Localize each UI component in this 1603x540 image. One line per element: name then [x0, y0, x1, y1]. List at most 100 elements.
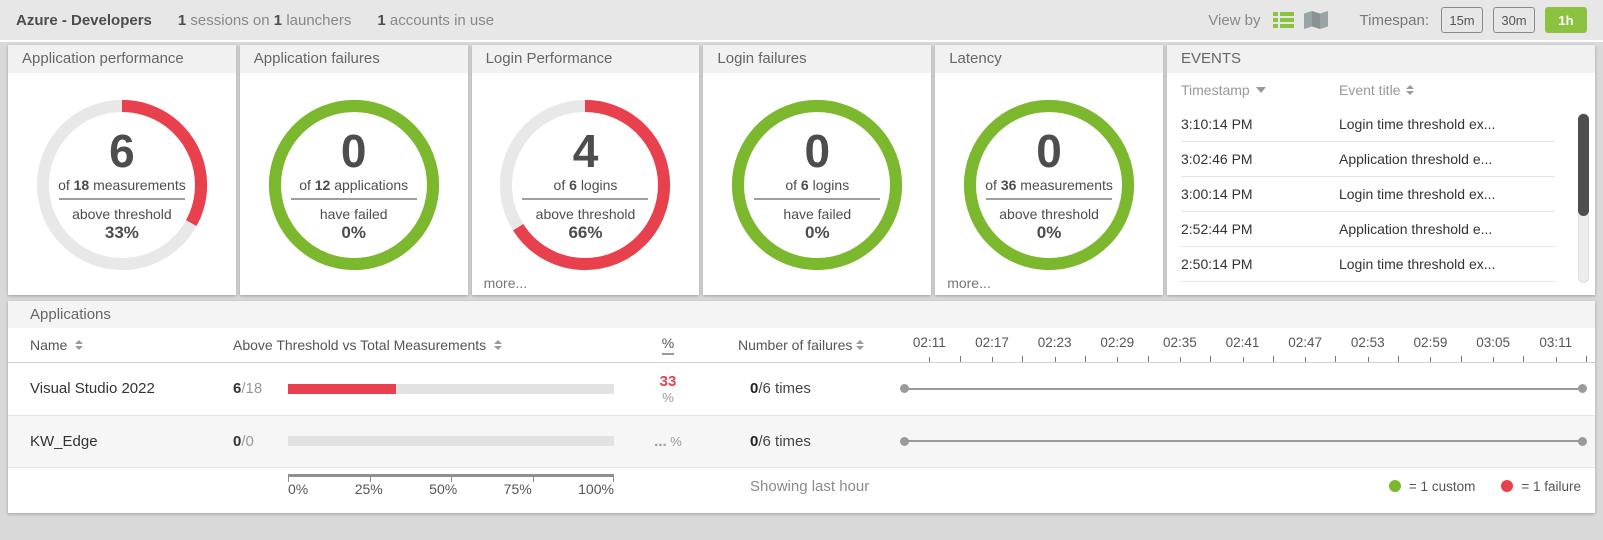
gauge-subtitle: have failed	[783, 205, 852, 222]
donut-chart: 0 of 6 logins have failed 0%	[724, 92, 910, 278]
event-row[interactable]: 3:00:14 PM Login time threshold ex...	[1180, 176, 1555, 211]
timespan-label: Timespan:	[1359, 11, 1429, 29]
card-title: Application failures	[239, 45, 468, 73]
list-view-icon[interactable]	[1272, 12, 1294, 28]
events-sort-title[interactable]: Event title	[1339, 82, 1581, 98]
donut-center: 0 of 36 measurements above threshold 0%	[956, 92, 1142, 278]
timespan-30m-button[interactable]: 30m	[1493, 7, 1535, 33]
donut-center: 4 of 6 logins above threshold 66%	[492, 92, 678, 278]
sort-desc-icon	[1255, 86, 1266, 93]
gauge-value: 0	[1036, 124, 1062, 177]
gauge-value: 6	[109, 124, 135, 177]
timeline-tick-label: 03:11	[1524, 332, 1587, 363]
legend-custom: = 1 custom	[1388, 479, 1475, 494]
accounts-stat: 1 accounts in use	[377, 12, 494, 29]
card-latency: Latency 0 of 36 measurements above thres…	[935, 45, 1163, 295]
red-dot-icon	[1501, 480, 1514, 493]
timespan-1h-button[interactable]: 1h	[1545, 7, 1587, 33]
gauge-percent: 33%	[104, 222, 139, 242]
sessions-stat: 1 sessions on 1 launchers	[178, 12, 351, 29]
events-sort-timestamp[interactable]: Timestamp	[1181, 82, 1339, 98]
gauge-subtitle: above threshold	[999, 205, 1099, 222]
gauge-of-line: of 6 logins	[785, 176, 850, 193]
application-row-kw-edge[interactable]: KW_Edge 0/0 ... % 0/6 times	[8, 415, 1595, 468]
donut-chart: 4 of 6 logins above threshold 66%	[492, 92, 678, 278]
gauge-of-line: of 18 measurements	[58, 176, 186, 193]
donut-center: 6 of 18 measurements above threshold 33%	[29, 92, 215, 278]
event-timestamp: 3:10:14 PM	[1180, 115, 1253, 132]
timeline-tick-label: 02:17	[961, 332, 1024, 363]
gauge-value: 0	[340, 124, 367, 177]
sessions-label: sessions on	[190, 11, 270, 29]
application-row-visual-studio-2022[interactable]: Visual Studio 2022 6/18 33% 0/6 times	[8, 363, 1595, 416]
sort-failures-header[interactable]: Number of failures	[708, 337, 898, 353]
gauge-of-line: of 36 measurements	[985, 176, 1113, 193]
axis-label: 50%	[429, 480, 458, 497]
gauge-body: 0 of 6 logins have failed 0%	[703, 73, 931, 295]
sort-name-header[interactable]: Name	[8, 337, 233, 353]
failures-cell: 0/6 times	[750, 432, 811, 450]
sort-percent-header[interactable]: %	[628, 335, 708, 356]
applications-panel: Applications Name Above Threshold vs Tot…	[8, 301, 1595, 513]
event-timestamp: 2:50:14 PM	[1180, 256, 1253, 272]
donut-chart: 0 of 36 measurements above threshold 0%	[956, 92, 1142, 278]
sort-both-icon	[75, 340, 84, 351]
sessions-count: 1	[177, 11, 187, 29]
divider	[986, 197, 1113, 200]
events-scrollbar-track[interactable]	[1577, 113, 1589, 283]
accounts-count: 1	[377, 11, 386, 29]
legend: = 1 custom = 1 failure	[1388, 479, 1581, 494]
timespan-15m-button[interactable]: 15m	[1441, 7, 1483, 33]
divider	[58, 197, 185, 200]
events-scrollbar-thumb[interactable]	[1577, 114, 1589, 216]
timeline-tick-label: 03:05	[1462, 332, 1525, 363]
donut-center: 0 of 6 logins have failed 0%	[724, 92, 910, 278]
event-row[interactable]: 3:10:14 PM Login time threshold ex...	[1181, 106, 1555, 141]
more-link[interactable]: more...	[483, 275, 528, 291]
map-view-icon[interactable]	[1303, 11, 1328, 29]
divider	[522, 197, 649, 200]
gauge-percent: 66%	[568, 222, 603, 242]
gauge-body: 6 of 18 measurements above threshold 33%	[8, 73, 236, 295]
card-application-failures: Application failures 0 of 12 application…	[239, 45, 468, 295]
applications-footer: 0% 25% 50% 75% 100% Showing last hour = …	[8, 468, 1595, 513]
event-title: Login time threshold ex...	[1338, 186, 1496, 202]
card-title: Login Performance	[471, 45, 700, 73]
events-title: EVENTS	[1166, 45, 1595, 73]
sort-both-icon	[856, 340, 865, 351]
gauge-body: 4 of 6 logins above threshold 66% more..…	[472, 73, 700, 295]
launchers-label: launchers	[286, 11, 352, 29]
top-bar-controls: View by Timespan: 15m 30m 1h	[1208, 7, 1587, 33]
percent-cell: ... %	[654, 432, 682, 450]
timeline-line	[900, 436, 1587, 446]
sort-dash-icon	[662, 353, 674, 356]
sort-both-icon	[1406, 84, 1415, 95]
timeline-tick-label: 02:47	[1274, 332, 1337, 363]
launchers-count: 1	[273, 11, 283, 29]
donut-chart: 6 of 18 measurements above threshold 33%	[29, 92, 215, 278]
more-link[interactable]: more...	[947, 275, 991, 291]
event-row[interactable]: 2:52:44 PM Application threshold e...	[1180, 211, 1555, 246]
gauge-percent: 0%	[1036, 222, 1062, 242]
timeline-tick-label: 02:29	[1086, 332, 1149, 363]
timeline-line	[900, 384, 1587, 394]
event-title: Application threshold e...	[1338, 151, 1493, 167]
bar-axis: 0% 25% 50% 75% 100%	[288, 473, 628, 497]
gauge-subtitle: above threshold	[72, 205, 172, 222]
showing-last-hour-label: Showing last hour	[750, 477, 870, 495]
card-login-failures: Login failures 0 of 6 logins have failed	[703, 45, 932, 295]
axis-label: 100%	[578, 480, 614, 497]
top-bar: Azure - Developers 1 sessions on 1 launc…	[0, 0, 1603, 42]
gauge-value: 4	[572, 124, 599, 177]
event-row[interactable]: 2:50:14 PM Login time threshold ex...	[1180, 246, 1555, 281]
view-by-label: View by	[1208, 11, 1261, 29]
card-application-performance: Application performance 6 of 18 measurem…	[8, 45, 236, 295]
failures-cell: 0/6 times	[750, 380, 811, 398]
event-row[interactable]: 3:02:46 PM Application threshold e...	[1180, 141, 1555, 176]
bar-axis-line	[288, 473, 614, 482]
green-dot-icon	[1388, 480, 1401, 493]
threshold-ratio: 0/0	[233, 432, 254, 450]
bar-track	[288, 383, 614, 394]
sort-threshold-header[interactable]: Above Threshold vs Total Measurements	[233, 337, 628, 353]
gauge-of-line: of 12 applications	[299, 176, 409, 193]
